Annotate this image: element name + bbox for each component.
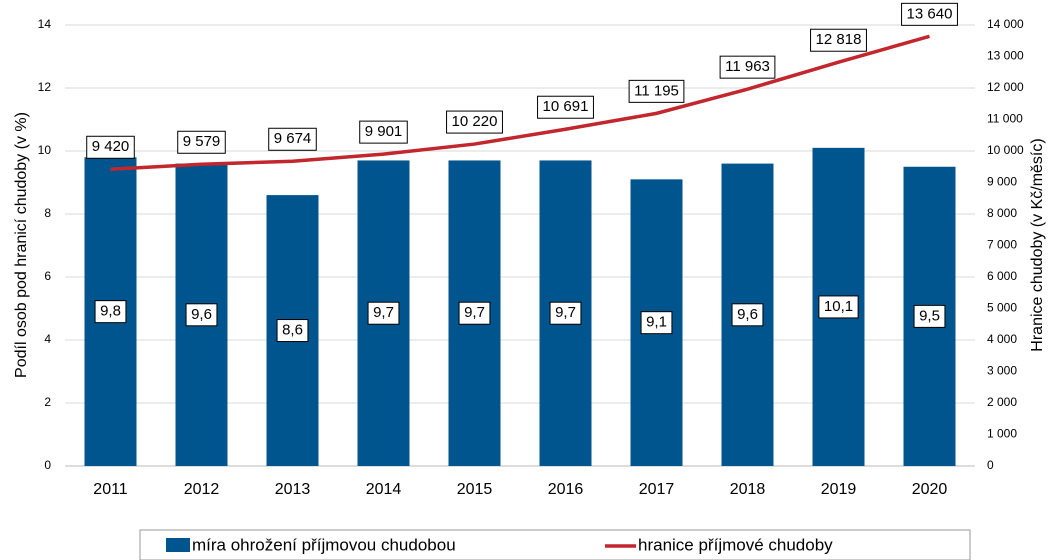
y-axis-label: Podíl osob pod hranicí chudoby (v %) — [13, 112, 30, 378]
legend-swatch — [166, 538, 190, 552]
data-label-box — [86, 135, 135, 159]
data-label: 8,6 — [282, 322, 303, 339]
y2-tick-label: 0 — [987, 458, 994, 472]
x-tick-label: 2012 — [184, 481, 220, 498]
data-label: 11 963 — [725, 58, 770, 75]
data-label: 9,8 — [100, 303, 121, 320]
x-tick-label: 2015 — [457, 481, 493, 498]
y2-tick-label: 10 000 — [987, 143, 1024, 157]
y-tick-label: 12 — [38, 80, 52, 94]
data-label-box — [359, 120, 408, 144]
x-tick-label: 2018 — [730, 481, 766, 498]
x-tick-label: 2011 — [93, 481, 128, 498]
data-label-box — [731, 303, 764, 327]
y2-tick-label: 7 000 — [987, 238, 1017, 252]
y-tick-label: 10 — [38, 143, 52, 157]
x-tick-label: 2014 — [366, 481, 402, 498]
y2-tick-label: 8 000 — [987, 206, 1017, 220]
y-tick-label: 4 — [44, 332, 51, 346]
data-label-box — [177, 130, 226, 154]
data-label-box — [810, 28, 867, 52]
data-label-box — [549, 301, 582, 325]
legend-label: hranice příjmové chudoby — [638, 535, 833, 554]
line — [110, 34, 930, 172]
data-label: 13 640 — [907, 5, 953, 22]
data-label-box — [901, 2, 958, 26]
data-label: 9,7 — [464, 304, 485, 321]
y2-tick-label: 1 000 — [987, 427, 1017, 441]
y2-tick-label: 9 000 — [987, 175, 1017, 189]
y2-tick-label: 2 000 — [987, 395, 1017, 409]
data-label: 9 674 — [274, 130, 312, 147]
x-tick-label: 2016 — [548, 481, 584, 498]
y-tick-label: 2 — [44, 395, 51, 409]
data-label: 9,6 — [737, 306, 758, 323]
x-tick-label: 2019 — [821, 481, 857, 498]
data-label: 11 195 — [634, 82, 679, 99]
x-tick-label: 2013 — [275, 481, 311, 498]
data-label: 10 691 — [543, 98, 589, 115]
y2-axis-label: Hranice chudoby (v Kč/měsíc) — [1029, 138, 1046, 351]
data-label: 9,7 — [373, 304, 394, 321]
y-tick-label: 14 — [38, 17, 52, 31]
y2-tick-label: 12 000 — [987, 80, 1024, 94]
y2-tick-label: 14 000 — [987, 17, 1024, 31]
data-label-box — [628, 79, 685, 103]
data-label-box — [640, 311, 673, 335]
data-label: 9 901 — [365, 123, 403, 140]
x-tick-label: 2017 — [639, 481, 675, 498]
data-label-box — [818, 295, 859, 319]
data-label-box — [268, 127, 317, 151]
data-label: 9,5 — [919, 307, 940, 324]
data-label-box — [185, 303, 218, 327]
y2-tick-label: 13 000 — [987, 49, 1024, 63]
y2-tick-label: 11 000 — [987, 112, 1023, 126]
y-tick-label: 0 — [44, 458, 51, 472]
x-tick-label: 2020 — [912, 481, 948, 498]
data-label-box — [276, 319, 309, 343]
y-tick-label: 6 — [44, 269, 51, 283]
data-label-box — [458, 301, 491, 325]
data-label: 9,6 — [191, 306, 212, 323]
data-label: 10,1 — [824, 298, 853, 315]
y2-tick-label: 3 000 — [987, 364, 1017, 378]
y2-tick-label: 4 000 — [987, 332, 1017, 346]
y-tick-label: 8 — [44, 206, 51, 220]
data-label: 9,1 — [646, 314, 667, 331]
data-label-box — [913, 304, 946, 328]
y2-tick-label: 6 000 — [987, 269, 1017, 283]
data-label-box — [367, 301, 400, 325]
data-label: 9,7 — [555, 304, 576, 321]
legend-label: míra ohrožení příjmovou chudobou — [192, 535, 456, 554]
y2-tick-label: 5 000 — [987, 301, 1017, 315]
data-label: 9 579 — [183, 133, 221, 150]
data-label-box — [537, 95, 594, 119]
data-label-box — [446, 110, 503, 134]
data-label: 10 220 — [452, 113, 498, 130]
data-label-box — [719, 55, 776, 79]
data-label-box — [94, 300, 127, 324]
data-label: 12 818 — [816, 31, 862, 48]
data-label: 9 420 — [92, 138, 130, 155]
legend-box — [139, 529, 971, 560]
